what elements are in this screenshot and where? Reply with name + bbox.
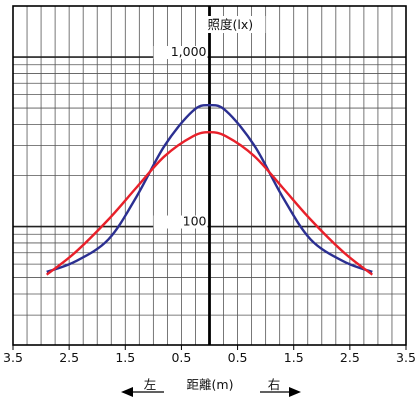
series-line-blue bbox=[46, 103, 373, 274]
x-tick-label: 1.5 bbox=[115, 350, 135, 365]
y-value-label: 100 bbox=[183, 214, 207, 229]
x-tick-label: 3.5 bbox=[3, 350, 23, 365]
x-tick-label: 2.5 bbox=[340, 350, 360, 365]
y-label-background bbox=[153, 215, 208, 229]
left-arrow-head bbox=[121, 387, 133, 397]
x-tick-label: 1.5 bbox=[284, 350, 304, 365]
labels-group: 3.5 2.5 1.5 0.5 0.5 1.5 2.5 3.5 1,000 100 照度(lx) 距離… bbox=[3, 16, 416, 397]
direction-right-label: 右 bbox=[268, 377, 281, 392]
series-line-red bbox=[45, 131, 374, 276]
grid bbox=[12, 5, 407, 346]
series-group bbox=[45, 103, 374, 276]
x-tick-label: 0.5 bbox=[228, 350, 248, 365]
axes bbox=[12, 5, 407, 350]
y-axis-title: 照度(lx) bbox=[208, 17, 254, 32]
y-value-label: 1,000 bbox=[171, 44, 207, 59]
direction-left-label: 左 bbox=[144, 377, 157, 392]
x-tick-label: 3.5 bbox=[396, 350, 416, 365]
x-tick-label: 2.5 bbox=[59, 350, 79, 365]
x-axis-title: 距離(m) bbox=[187, 377, 234, 392]
y-label-background bbox=[153, 46, 208, 60]
x-tick-label: 0.5 bbox=[171, 350, 191, 365]
y-title-background bbox=[207, 16, 266, 33]
right-arrow-head bbox=[289, 387, 301, 397]
